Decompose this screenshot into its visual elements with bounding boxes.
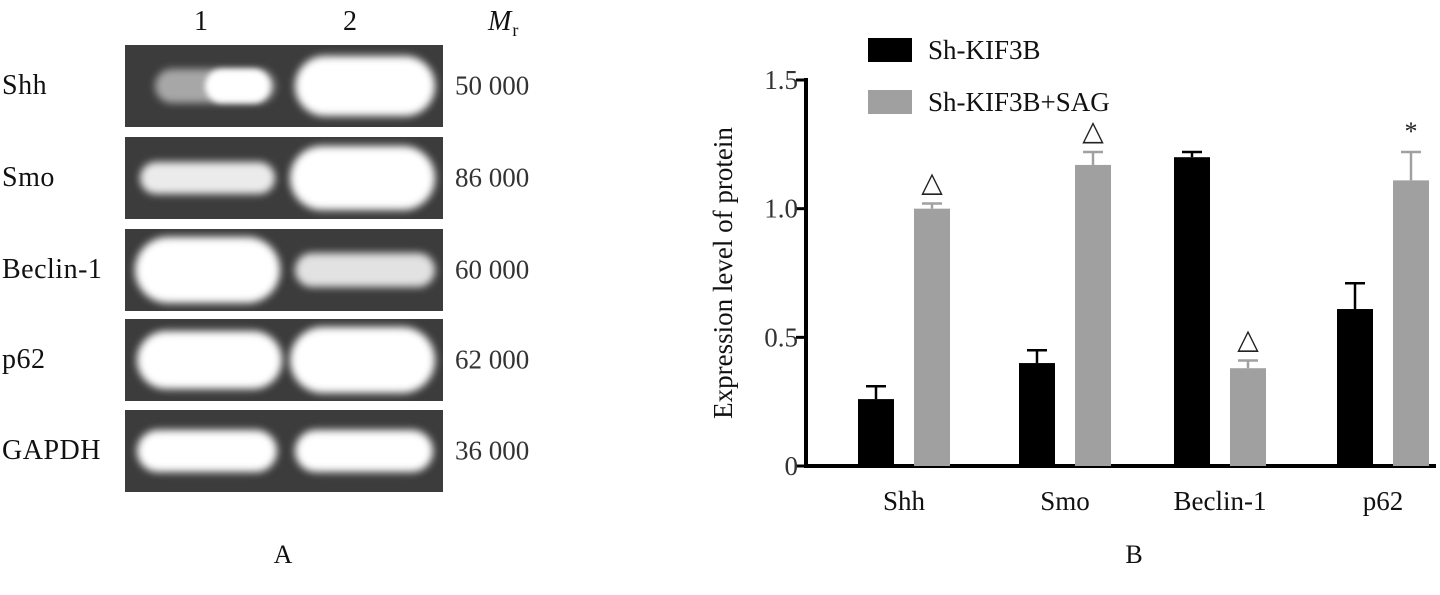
significance-marker: △ [921,168,943,199]
blot-row-shh: Shh 50 000 [0,45,560,127]
band-lane-2 [295,430,433,472]
blot-row-smo: Smo 86 000 [0,137,560,219]
band-lane-1 [140,162,275,194]
blot-strip [125,45,443,127]
legend-swatch [868,38,912,62]
band-lane-1 [137,331,282,389]
bar-shh-series-1 [858,399,894,466]
bar-p62-series-1 [1337,309,1373,466]
x-tick-label: Shh [883,486,926,516]
legend-swatch [868,90,912,114]
blot-row-beclin-1: Beclin-1 60 000 [0,229,560,311]
x-tick-label: Smo [1040,486,1090,516]
bar-p62-series-2 [1393,180,1429,467]
blot-strip [125,229,443,311]
bar-smo-series-1 [1019,363,1055,466]
molecular-weight-label: 50 000 [455,70,530,101]
band-lane-1 [137,430,277,472]
lane-2-label: 2 [343,6,357,37]
molecular-weight-label: 36 000 [455,435,530,466]
bar-smo-series-2 [1075,164,1111,467]
band-lane-2 [295,56,435,116]
x-tick-label: Beclin-1 [1174,486,1267,516]
bar-shh-series-2 [914,208,950,466]
molecular-weight-label: 62 000 [455,344,530,375]
bar-beclin-1-series-1 [1174,157,1210,466]
significance-marker: △ [1082,116,1104,147]
y-axis-label: Expression level of protein [708,127,738,419]
molecular-weight-label: 86 000 [455,162,530,193]
protein-label: Beclin-1 [2,254,103,285]
band-lane-2 [290,327,435,393]
blot-row-gapdh: GAPDH 36 000 [0,410,560,492]
molecular-weight-header: Mr [488,6,518,41]
mr-subscript: r [512,20,519,40]
legend-label: Sh-KIF3B [928,35,1041,65]
protein-label: p62 [2,344,46,375]
y-tick-label: 1.5 [764,65,798,95]
legend-label: Sh-KIF3B+SAG [928,87,1110,117]
protein-label: Smo [2,162,55,193]
band-lane-1-core [205,69,270,103]
panel-a-label: A [273,540,293,569]
molecular-weight-label: 60 000 [455,254,530,285]
panel-b-label: B [1125,540,1143,569]
x-tick-label: p62 [1363,486,1404,516]
significance-marker: △ [1237,324,1259,355]
significance-marker: * [1405,117,1418,146]
bar-beclin-1-series-2 [1230,368,1266,466]
band-lane-2 [295,253,435,287]
y-tick-label: 0.5 [764,322,798,352]
blot-strip [125,319,443,401]
blot-strip [125,137,443,219]
lane-1-label: 1 [194,6,208,37]
mr-symbol: M [488,6,512,37]
western-blot-panel: 1 2 Mr Shh 50 000 Smo 86 000 Beclin-1 60… [0,0,600,595]
band-lane-1 [135,237,280,303]
blot-row-p62: p62 62 000 [0,319,560,401]
bar-chart-panel: 0 0.5 1.0 1.5 Expression level of protein △ Sh… [700,0,1440,595]
y-tick-label: 0 [785,451,799,481]
protein-label: GAPDH [2,435,101,466]
band-lane-2 [290,146,435,210]
protein-label: Shh [2,70,48,101]
y-tick-label: 1.0 [764,194,798,224]
blot-strip [125,410,443,492]
